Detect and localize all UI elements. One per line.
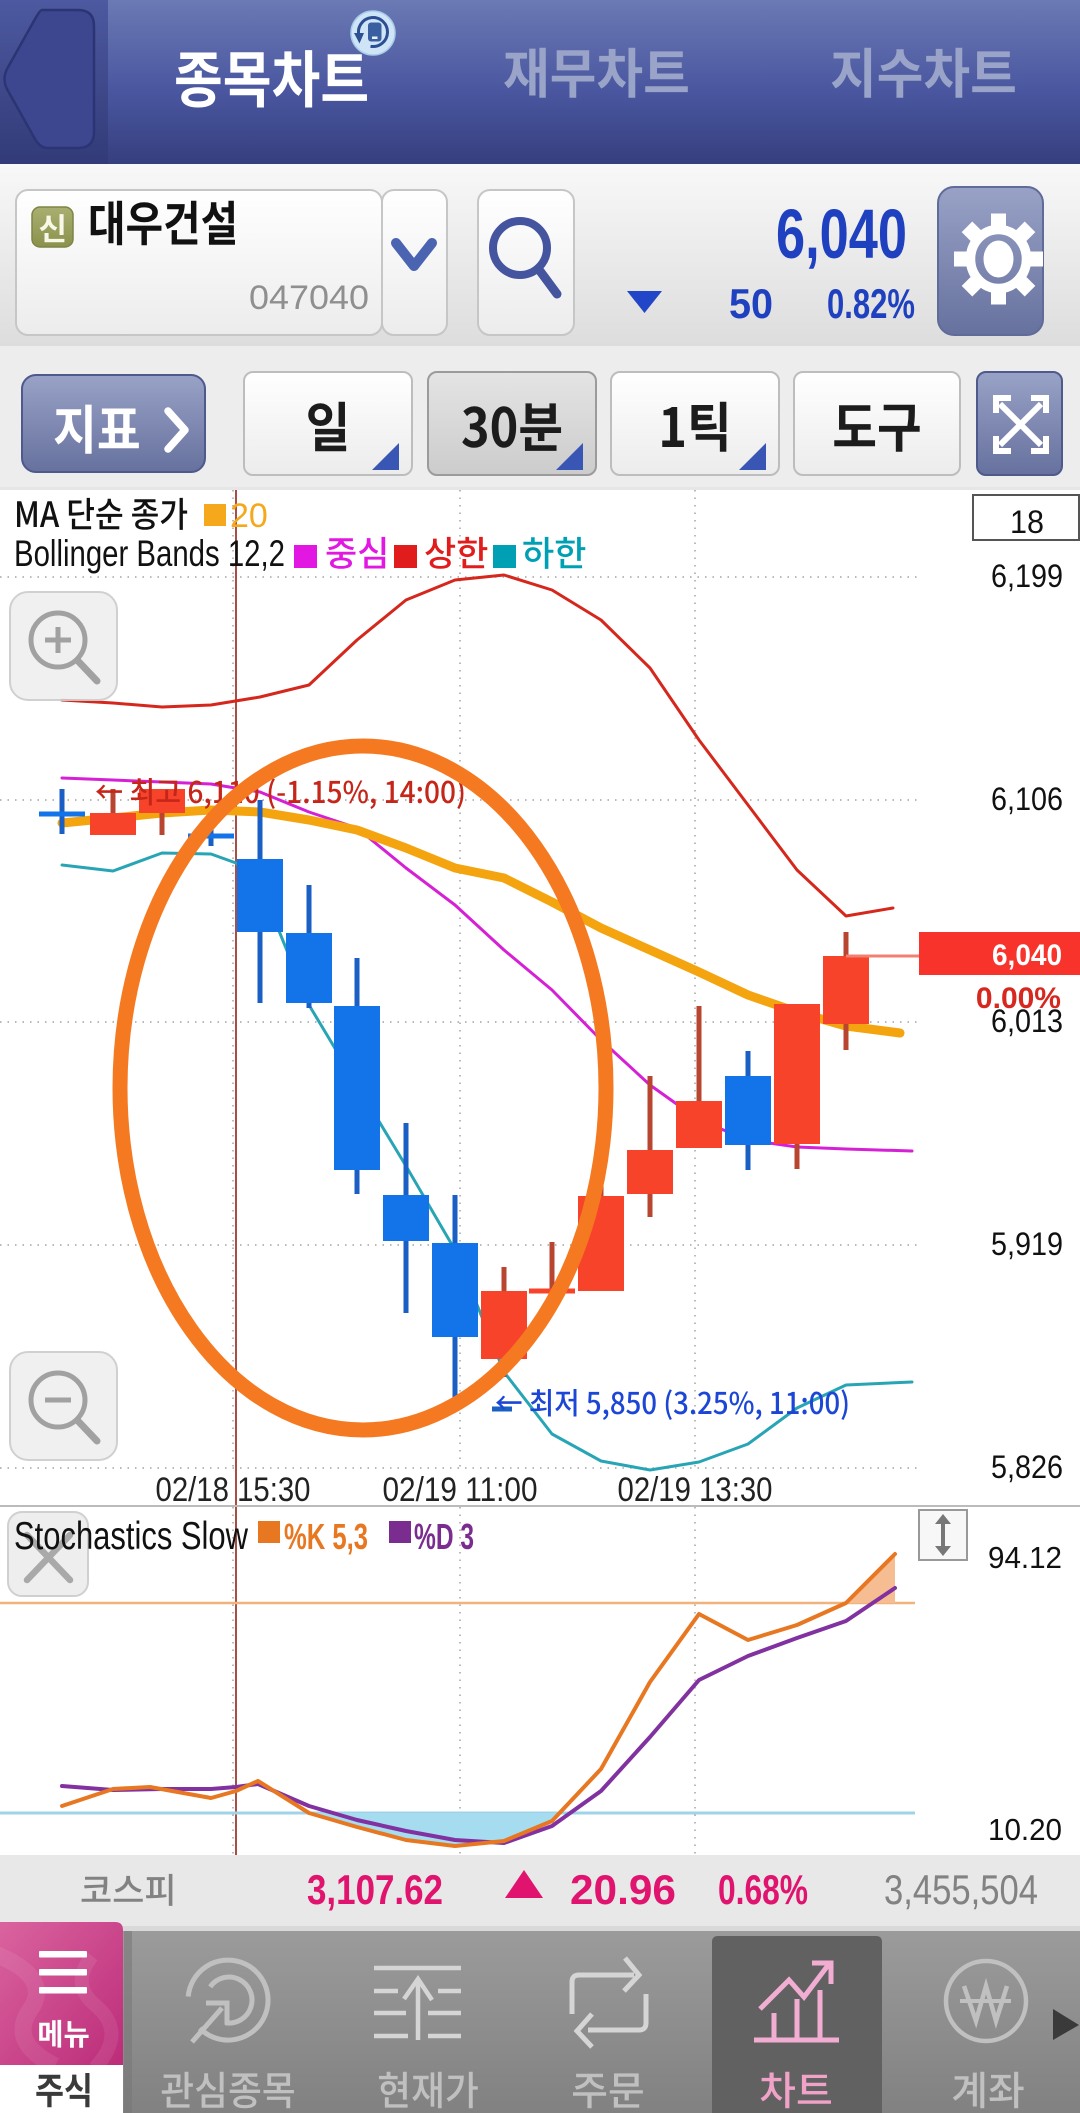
- svg-text:Stochastics Slow: Stochastics Slow: [14, 1515, 249, 1558]
- svg-text:5,826: 5,826: [991, 1449, 1063, 1485]
- svg-text:Bollinger Bands 12,2: Bollinger Bands 12,2: [14, 533, 285, 574]
- svg-text:94.12: 94.12: [988, 1540, 1062, 1575]
- svg-text:6,040: 6,040: [776, 195, 907, 273]
- svg-text:%K 5,3: %K 5,3: [284, 1516, 368, 1557]
- svg-text:02/18 15:30: 02/18 15:30: [156, 1471, 311, 1509]
- svg-text:20: 20: [230, 497, 268, 535]
- svg-text:02/19 13:30: 02/19 13:30: [618, 1471, 773, 1509]
- svg-text:6,106: 6,106: [991, 781, 1063, 817]
- svg-text:6,013: 6,013: [991, 1003, 1063, 1039]
- svg-text:50: 50: [729, 280, 773, 327]
- svg-text:5,919: 5,919: [991, 1226, 1063, 1262]
- svg-text:18: 18: [1010, 504, 1044, 540]
- svg-text:3,455,504: 3,455,504: [884, 1866, 1038, 1913]
- svg-text:02/19 11:00: 02/19 11:00: [383, 1471, 538, 1509]
- svg-text:10.20: 10.20: [988, 1812, 1062, 1847]
- svg-text:047040: 047040: [249, 279, 369, 317]
- svg-text:6,199: 6,199: [991, 558, 1063, 594]
- svg-text:3,107.62: 3,107.62: [307, 1866, 443, 1913]
- svg-text:0.82%: 0.82%: [827, 280, 915, 327]
- svg-text:%D 3: %D 3: [414, 1516, 474, 1557]
- svg-text:0.00%: 0.00%: [976, 982, 1061, 1015]
- svg-text:20.96: 20.96: [570, 1866, 676, 1913]
- svg-text:6,040: 6,040: [992, 939, 1062, 972]
- svg-text:0.68%: 0.68%: [718, 1866, 808, 1913]
